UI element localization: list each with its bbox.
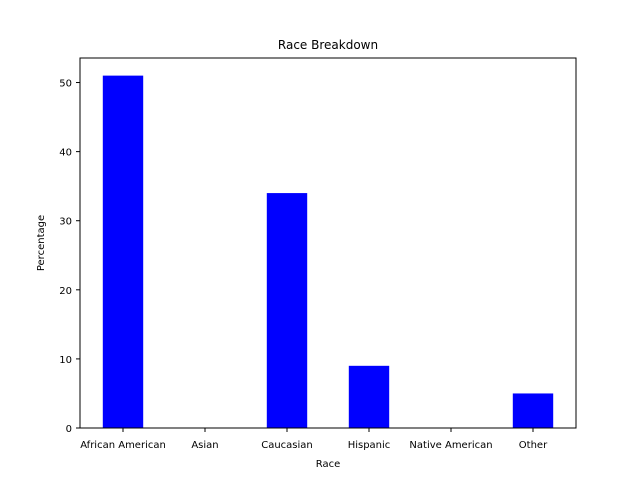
y-tick-label: 40 <box>59 148 72 159</box>
x-tick-label: African American <box>80 440 166 451</box>
x-axis-ticks: African American Asian Caucasian Hispanic Na… <box>80 428 548 451</box>
x-tick-label: Hispanic <box>348 440 391 451</box>
x-tick-label: Other <box>519 440 548 451</box>
plot-frame <box>79 57 577 429</box>
x-axis-label: Race <box>316 459 341 470</box>
y-axis-ticks: 0 10 20 30 40 50 <box>59 79 80 435</box>
bars-group <box>102 75 554 428</box>
bar-3 <box>348 365 390 428</box>
x-tick-label: Native American <box>409 440 492 451</box>
chart-title: Race Breakdown <box>278 38 378 52</box>
y-tick-label: 0 <box>66 424 72 435</box>
bar-2 <box>266 193 308 428</box>
y-axis-label: Percentage <box>36 215 47 271</box>
x-tick-label: Caucasian <box>261 440 313 451</box>
y-tick-label: 50 <box>59 79 72 90</box>
x-tick-label: Asian <box>191 440 218 451</box>
bar-5 <box>512 393 554 428</box>
bar-0 <box>102 75 144 428</box>
y-tick-label: 30 <box>59 217 72 228</box>
y-tick-label: 10 <box>59 355 72 366</box>
y-tick-label: 20 <box>59 286 72 297</box>
